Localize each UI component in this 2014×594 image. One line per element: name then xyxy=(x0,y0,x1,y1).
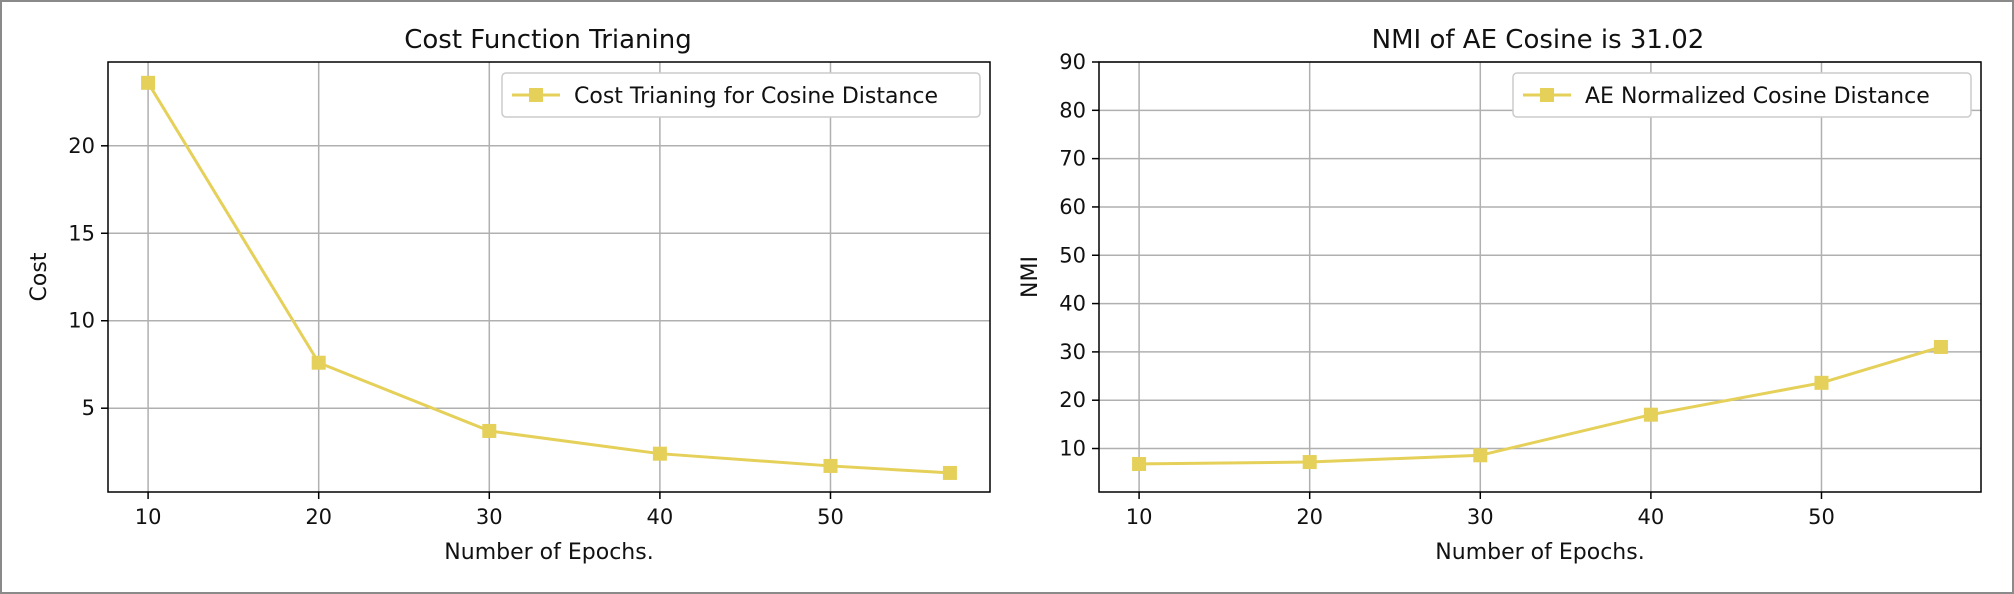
legend-box xyxy=(1512,72,1972,118)
chart-title: NMI of AE Cosine is 31.02 xyxy=(1372,25,1705,55)
series-group xyxy=(1132,339,1948,471)
legend: Cost Trianing for Cosine Distance xyxy=(501,72,981,118)
y-tick-label: 50 xyxy=(1059,243,1086,267)
x-tick-label: 20 xyxy=(305,505,332,529)
x-tick-label: 20 xyxy=(1296,505,1323,529)
grid xyxy=(108,62,990,492)
chart-title: Cost Function Trianing xyxy=(404,25,692,55)
y-tick-label: 60 xyxy=(1059,195,1086,219)
x-axis: 10 20 30 40 50 xyxy=(1126,492,1835,529)
y-tick-label: 30 xyxy=(1059,340,1086,364)
y-tick-label: 10 xyxy=(1059,437,1086,461)
plot-area xyxy=(107,61,991,493)
y-tick-label: 80 xyxy=(1059,98,1086,122)
legend-marker-icon xyxy=(529,88,543,102)
data-point xyxy=(652,446,667,461)
data-point xyxy=(1302,455,1317,470)
y-axis-label: NMI xyxy=(1018,256,1043,298)
x-axis-label: Number of Epochs. xyxy=(1435,540,1644,565)
data-point xyxy=(482,423,497,438)
data-point xyxy=(1132,456,1147,471)
data-point xyxy=(1643,407,1658,422)
data-point xyxy=(942,465,957,480)
x-tick-label: 30 xyxy=(1467,505,1494,529)
y-tick-label: 90 xyxy=(1059,50,1086,74)
x-tick-label: 50 xyxy=(1808,505,1835,529)
x-tick-label: 30 xyxy=(476,505,503,529)
data-point xyxy=(1933,339,1948,354)
chart-cost: Cost Function Trianing 10 20 30 40 50 5 10 15 2… xyxy=(27,25,991,565)
data-point xyxy=(1814,375,1829,390)
x-tick-label: 50 xyxy=(817,505,844,529)
x-tick-label: 10 xyxy=(135,505,162,529)
y-tick-label: 40 xyxy=(1059,292,1086,316)
x-tick-label: 40 xyxy=(647,505,674,529)
legend: AE Normalized Cosine Distance xyxy=(1512,72,1972,118)
y-tick-label: 20 xyxy=(68,134,95,158)
y-tick-label: 5 xyxy=(82,396,95,420)
y-tick-label: 70 xyxy=(1059,147,1086,171)
data-point xyxy=(823,458,838,473)
data-point xyxy=(311,355,326,370)
y-tick-label: 20 xyxy=(1059,388,1086,412)
x-axis: 10 20 30 40 50 xyxy=(135,492,844,529)
y-axis: 10 20 30 40 50 60 70 80 90 xyxy=(1059,50,1099,461)
legend-box xyxy=(501,72,981,118)
series-line xyxy=(146,82,950,475)
series-group xyxy=(141,75,957,480)
y-axis-label: Cost xyxy=(27,252,52,301)
y-axis: 5 10 15 20 xyxy=(68,134,108,420)
legend-entry: Cost Trianing for Cosine Distance xyxy=(574,84,938,109)
data-point xyxy=(141,75,156,90)
y-tick-label: 10 xyxy=(68,309,95,333)
series-line xyxy=(1139,345,1942,466)
x-axis-label: Number of Epochs. xyxy=(444,540,653,565)
y-tick-label: 15 xyxy=(68,221,95,245)
x-tick-label: 40 xyxy=(1638,505,1665,529)
x-tick-label: 10 xyxy=(1126,505,1153,529)
plot-area xyxy=(1098,61,1982,493)
data-point xyxy=(1473,448,1488,463)
legend-marker-icon xyxy=(1540,88,1554,102)
legend-entry: AE Normalized Cosine Distance xyxy=(1585,84,1930,109)
chart-nmi: NMI of AE Cosine is 31.02 10 20 30 40 50 10 2… xyxy=(1018,25,1982,565)
grid xyxy=(1099,61,1981,492)
